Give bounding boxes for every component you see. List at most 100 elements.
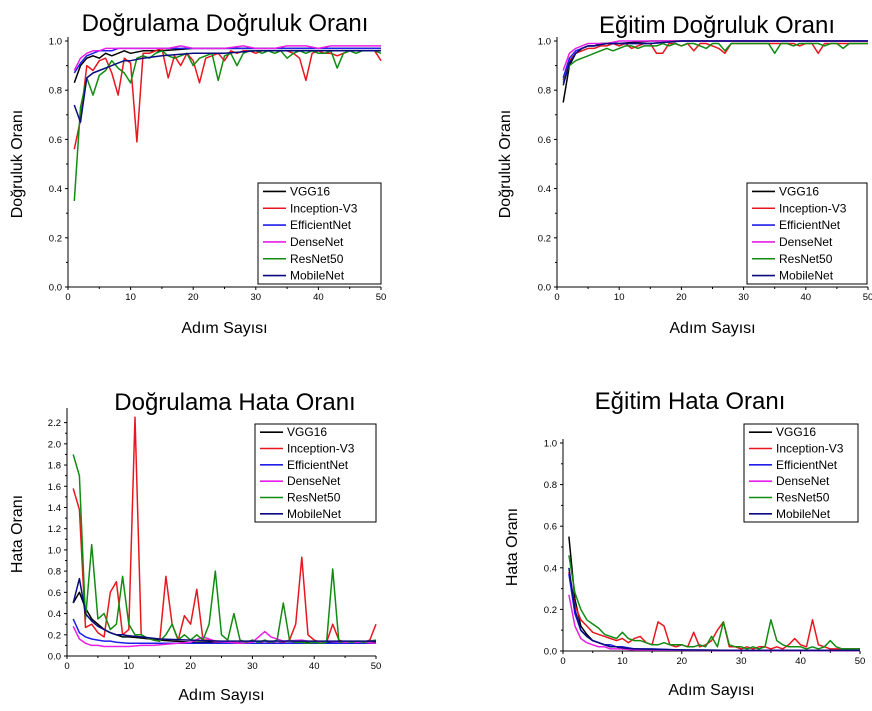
y-tick-label: 1.0 — [538, 37, 551, 48]
y-tick-label: 0.0 — [48, 652, 61, 663]
legend-label: Inception-V3 — [287, 442, 355, 456]
y-tick-label: 0.6 — [544, 522, 557, 533]
y-tick-label: 1.2 — [48, 524, 61, 535]
legend-label: DenseNet — [776, 474, 830, 488]
y-tick-label: 0.2 — [544, 605, 557, 616]
legend: VGG16 Inception-V3 EfficientNet DenseNet Res… — [254, 423, 377, 523]
legend-box — [254, 423, 377, 523]
legend: VGG16 Inception-V3 EfficientNet DenseNet Res… — [746, 182, 868, 285]
legend-label: Inception-V3 — [290, 201, 358, 215]
chart-title: Eğitim Hata Oranı — [595, 388, 786, 415]
legend-label: DenseNet — [290, 235, 344, 249]
x-tick-label: 10 — [617, 656, 628, 667]
legend-label: MobileNet — [779, 269, 834, 283]
legend-box — [746, 182, 868, 285]
x-tick-label: 50 — [376, 292, 387, 303]
y-tick-label: 0.8 — [544, 480, 557, 491]
y-tick-label: 0.4 — [49, 184, 62, 195]
x-axis-label: Adım Sayısı — [668, 682, 754, 699]
y-axis-label: Hata Oranı — [504, 508, 521, 586]
series-line-mobilenet — [568, 567, 860, 652]
y-tick-label: 2.2 — [48, 418, 61, 429]
y-tick-label: 0.4 — [544, 563, 557, 574]
y-tick-label: 1.8 — [48, 461, 61, 472]
legend: VGG16 Inception-V3 EfficientNet DenseNet Res… — [743, 423, 859, 523]
legend-label: DenseNet — [287, 474, 341, 488]
legend-box — [257, 182, 382, 285]
chart-panel-2: Eğitim Doğruluk Oranı 0.0 0.2 0.4 0.6 0.8 1.0 0… — [497, 12, 872, 337]
legend-label: VGG16 — [779, 184, 819, 198]
y-tick-label: 1.4 — [48, 503, 61, 514]
series-line-mobilenet — [562, 40, 868, 86]
legend-label: EfficientNet — [287, 458, 349, 472]
x-tick-label: 50 — [855, 656, 866, 667]
chart-panel-4: Eğitim Hata Oranı 0.0 0.2 0.4 0.6 0.8 1.0 0 10 20… — [504, 388, 865, 699]
x-axis-label: Adım Sayısı — [181, 320, 267, 337]
y-tick-label: 0.2 — [48, 630, 61, 641]
x-tick-label: 20 — [185, 661, 196, 672]
chart-panel-3: Doğrulama Hata Oranı 0.0 0.2 0.4 0.6 0.8 1.0 1.… — [9, 389, 381, 704]
legend-label: MobileNet — [287, 507, 342, 521]
series-line-densenet — [73, 45, 381, 71]
x-tick-label: 10 — [614, 292, 625, 303]
series-line-efficientnet — [72, 618, 376, 645]
chart-panel-1: Doğrulama Doğruluk Oranı 0.0 0.2 0.4 0.6 0.8 1… — [9, 10, 386, 337]
legend-label: MobileNet — [776, 507, 831, 521]
y-tick-label: 0.0 — [544, 647, 557, 658]
y-tick-label: 0.4 — [48, 609, 61, 620]
x-tick-label: 0 — [554, 292, 559, 303]
legend-box — [743, 423, 859, 523]
x-axis-label: Adım Sayısı — [178, 687, 264, 704]
legend-label: MobileNet — [290, 269, 345, 283]
y-tick-label: 0.8 — [538, 86, 551, 97]
y-tick-label: 0.6 — [49, 135, 62, 146]
legend-label: VGG16 — [287, 425, 327, 439]
legend-label: VGG16 — [776, 425, 816, 439]
series-line-mobilenet — [73, 50, 381, 123]
y-tick-label: 1.0 — [49, 37, 62, 48]
legend-label: ResNet50 — [776, 491, 830, 505]
x-tick-label: 0 — [65, 292, 70, 303]
x-tick-label: 0 — [64, 661, 69, 672]
chart-title: Eğitim Doğruluk Oranı — [599, 12, 835, 39]
legend-label: EfficientNet — [779, 218, 841, 232]
y-tick-label: 0.8 — [49, 86, 62, 97]
x-axis-label: Adım Sayısı — [669, 320, 755, 337]
x-tick-label: 30 — [736, 656, 747, 667]
y-tick-label: 0.0 — [538, 283, 551, 294]
x-tick-label: 30 — [738, 292, 749, 303]
series-line-mobilenet — [72, 577, 376, 642]
legend-label: EfficientNet — [290, 218, 352, 232]
legend-label: DenseNet — [779, 235, 833, 249]
x-tick-label: 40 — [313, 292, 324, 303]
x-tick-label: 0 — [560, 656, 565, 667]
y-tick-label: 1.0 — [544, 439, 557, 450]
series-line-vgg16 — [562, 40, 868, 103]
x-tick-label: 40 — [801, 292, 812, 303]
y-tick-label: 2.0 — [48, 439, 61, 450]
y-axis-label: Doğruluk Oranı — [9, 110, 26, 219]
x-tick-label: 20 — [676, 292, 687, 303]
y-tick-label: 0.2 — [538, 233, 551, 244]
series-line-resnet50 — [562, 42, 868, 84]
series-line-resnet50 — [568, 555, 860, 650]
y-tick-label: 0.8 — [48, 567, 61, 578]
chart-title: Doğrulama Hata Oranı — [114, 389, 355, 416]
x-tick-label: 30 — [247, 661, 258, 672]
series-line-resnet50 — [72, 454, 377, 645]
legend-label: ResNet50 — [287, 491, 341, 505]
x-tick-label: 10 — [125, 292, 136, 303]
chart-title: Doğrulama Doğruluk Oranı — [82, 10, 369, 37]
x-tick-label: 40 — [795, 656, 806, 667]
y-tick-label: 0.4 — [538, 184, 551, 195]
series-line-inception-v3 — [73, 47, 382, 150]
x-tick-label: 30 — [251, 292, 262, 303]
legend-label: ResNet50 — [290, 252, 344, 266]
x-tick-label: 50 — [863, 292, 872, 303]
y-tick-label: 0.6 — [48, 588, 61, 599]
legend-label: ResNet50 — [779, 252, 833, 266]
x-tick-label: 10 — [124, 661, 135, 672]
legend: VGG16 Inception-V3 EfficientNet DenseNet Res… — [257, 182, 382, 285]
x-tick-label: 50 — [371, 661, 382, 672]
